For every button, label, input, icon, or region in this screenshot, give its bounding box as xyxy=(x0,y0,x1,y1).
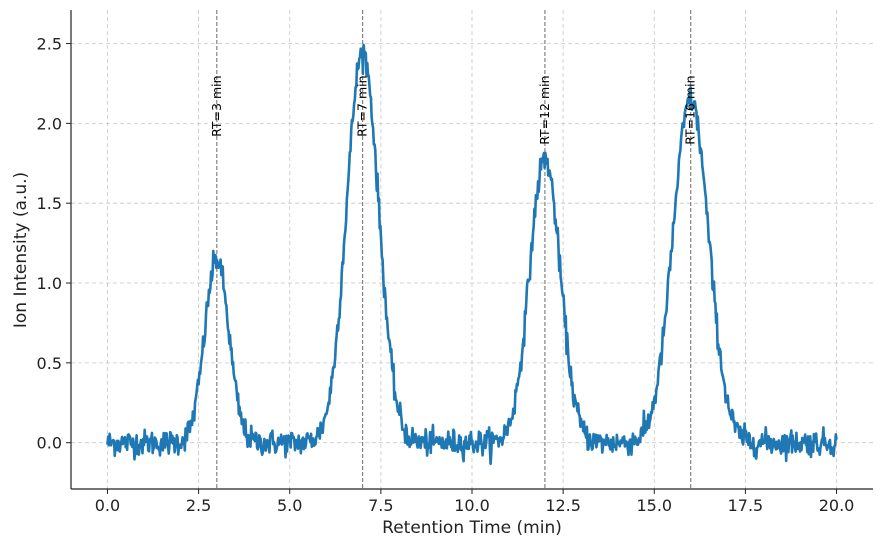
retention-label: RT=16 min xyxy=(683,75,698,144)
y-axis-label: Ion Intensity (a.u.) xyxy=(11,172,31,328)
y-tick-label: 1.0 xyxy=(37,274,62,293)
x-tick-label: 10.0 xyxy=(454,496,490,515)
annotations: RT=3 min RT=7 min RT=12 min RT=16 min xyxy=(209,75,698,144)
retention-label: RT=7 min xyxy=(355,75,370,136)
y-tick-label: 2.0 xyxy=(37,114,62,133)
y-tick-label: 2.5 xyxy=(37,35,62,54)
series xyxy=(106,43,838,466)
x-axis-label: Retention Time (min) xyxy=(382,518,562,538)
y-tick-label: 0.0 xyxy=(37,434,62,453)
x-tick-label: 7.5 xyxy=(368,496,393,515)
y-tick-label: 0.5 xyxy=(37,354,62,373)
x-tick-label: 12.5 xyxy=(545,496,581,515)
grid xyxy=(71,10,873,489)
x-tick-label: 0.0 xyxy=(95,496,120,515)
x-tick-label: 17.5 xyxy=(728,496,764,515)
x-tick-label: 5.0 xyxy=(277,496,302,515)
axes: 0.0 2.5 5.0 7.5 10.0 12.5 15.0 17.5 20.0 0.0 0.5 1.… xyxy=(37,10,873,515)
retention-label: RT=12 min xyxy=(537,75,552,144)
x-tick-label: 20.0 xyxy=(819,496,855,515)
intensity-line xyxy=(106,43,838,466)
retention-markers xyxy=(216,10,692,489)
x-tick-label: 15.0 xyxy=(636,496,672,515)
x-tick-label: 2.5 xyxy=(186,496,211,515)
y-tick-label: 1.5 xyxy=(37,194,62,213)
retention-label: RT=3 min xyxy=(209,75,224,136)
